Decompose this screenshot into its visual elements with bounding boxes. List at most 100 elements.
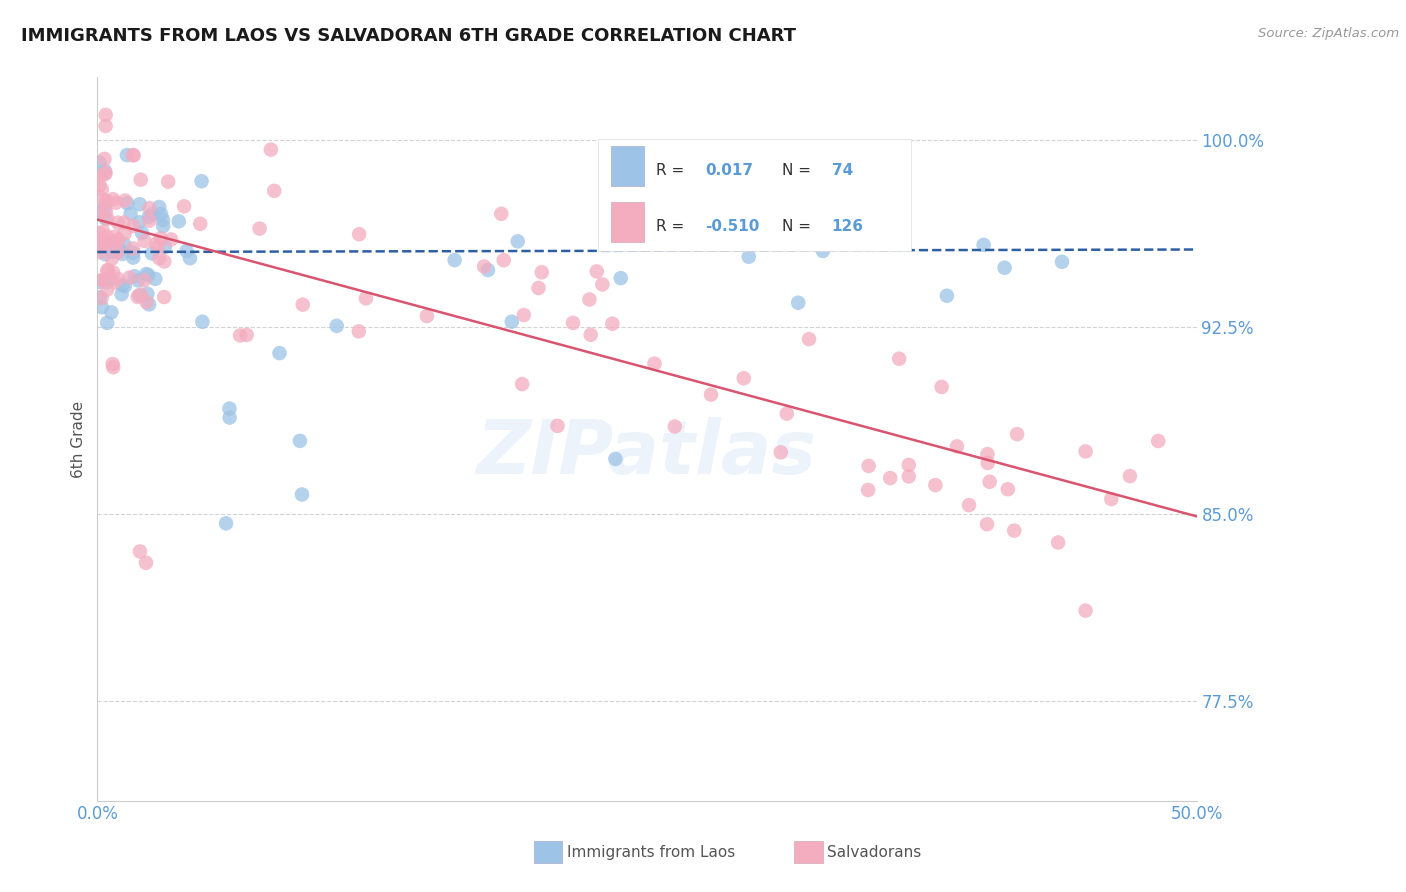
Point [105,195,128,210]
Point [513,308,536,322]
FancyBboxPatch shape [598,139,911,251]
Point [122,219,145,233]
Point [160,232,183,246]
Point [218,410,240,425]
Point [138,201,160,215]
Point [117,196,139,211]
Point [856,483,879,497]
Point [96,211,118,226]
Point [811,244,834,258]
Point [114,194,136,208]
Point [676,213,699,227]
Point [149,231,172,245]
Point [104,229,127,244]
Point [101,192,124,206]
Point [443,253,465,268]
Point [97,263,120,277]
Point [93,202,115,216]
Point [101,252,124,266]
Point [90,238,112,252]
Point [976,456,998,470]
Point [263,184,285,198]
Point [585,264,607,278]
Point [738,250,761,264]
Point [506,235,529,249]
Point [134,273,156,287]
Point [664,419,686,434]
Point [150,207,173,221]
Point [1074,604,1097,618]
Point [107,216,129,230]
Point [90,300,112,314]
Point [578,293,600,307]
Point [924,478,946,492]
Point [260,143,283,157]
Point [976,447,998,461]
Point [96,283,118,297]
Point [288,434,311,448]
Point [249,221,271,235]
Text: 0.017: 0.017 [706,163,754,178]
Point [96,264,118,278]
Point [1074,444,1097,458]
Point [98,234,121,248]
Point [89,190,111,204]
Point [135,556,157,570]
Point [89,204,111,219]
Point [1147,434,1170,448]
Point [107,245,129,260]
Point [98,237,121,252]
Point [602,317,624,331]
Point [89,204,111,219]
Point [347,227,370,242]
Point [89,169,111,183]
Point [128,197,150,211]
Text: R =: R = [655,163,689,178]
Point [416,309,439,323]
Point [176,244,198,258]
Text: Salvadorans: Salvadorans [827,846,921,860]
Point [527,281,550,295]
Text: N =: N = [782,219,815,234]
Point [122,148,145,162]
Point [858,458,880,473]
Point [472,260,495,274]
Point [94,167,117,181]
Point [153,240,176,254]
FancyBboxPatch shape [610,146,644,186]
Point [145,236,167,251]
Point [96,316,118,330]
Point [897,458,920,472]
Point [93,152,115,166]
Point [931,380,953,394]
Point [98,270,121,285]
Point [347,325,370,339]
Point [983,830,1005,845]
Point [94,166,117,180]
Point [94,211,117,226]
Point [879,471,901,485]
Point [135,295,157,310]
Point [105,234,128,248]
Point [1005,427,1028,442]
Point [146,239,169,253]
Point [957,498,980,512]
Point [120,207,142,221]
Point [973,238,995,252]
Point [94,194,117,208]
Point [89,290,111,304]
Point [122,246,145,260]
Point [91,238,114,252]
Point [700,387,723,401]
Point [107,232,129,246]
Point [107,271,129,285]
Point [148,252,170,266]
Point [128,215,150,229]
Point [114,279,136,293]
Point [89,155,111,169]
Point [148,200,170,214]
Point [1047,535,1070,549]
Point [153,290,176,304]
Point [91,273,114,287]
Point [89,275,111,289]
